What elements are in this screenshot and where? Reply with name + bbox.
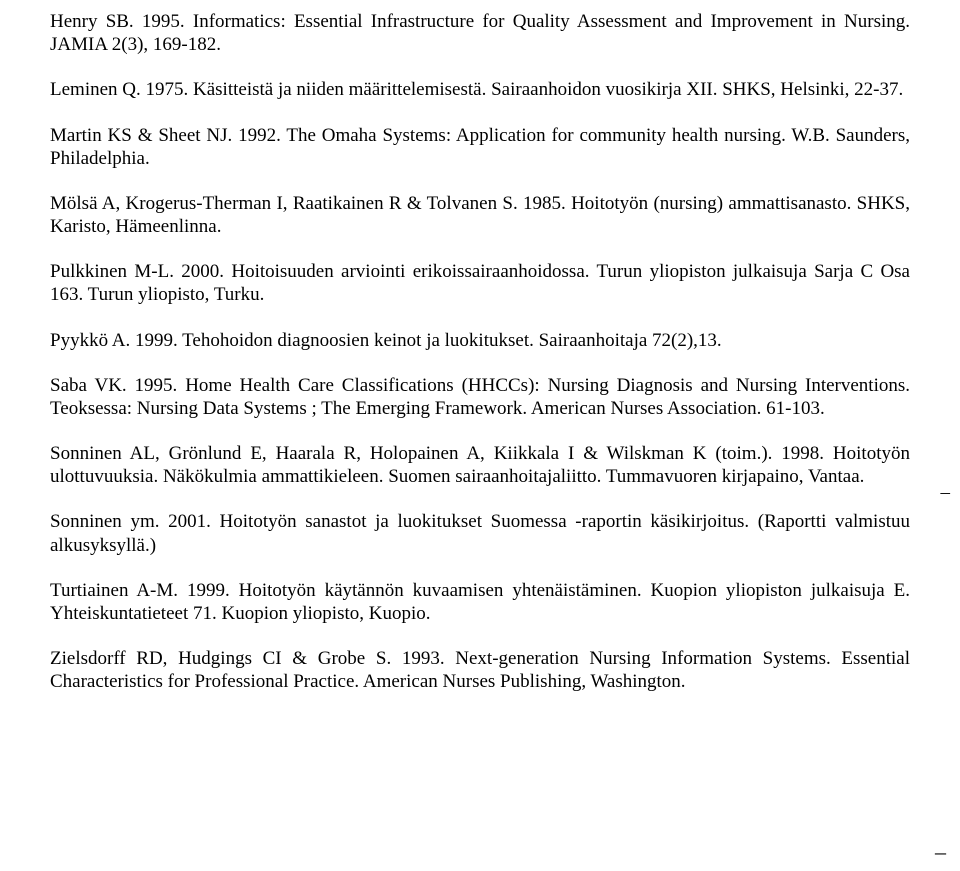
reference-entry: Sonninen ym. 2001. Hoitotyön sanastot ja…	[50, 510, 910, 556]
reference-entry: Mölsä A, Krogerus-Therman I, Raatikainen…	[50, 192, 910, 238]
reference-entry: Leminen Q. 1975. Käsitteistä ja niiden m…	[50, 78, 910, 101]
reference-entry: Zielsdorff RD, Hudgings CI & Grobe S. 19…	[50, 647, 910, 693]
reference-entry: Pyykkö A. 1999. Tehohoidon diagnoosien k…	[50, 329, 910, 352]
reference-entry: Turtiainen A-M. 1999. Hoitotyön käytännö…	[50, 579, 910, 625]
reference-entry: Pulkkinen M-L. 2000. Hoitoisuuden arvioi…	[50, 260, 910, 306]
reference-entry: Martin KS & Sheet NJ. 1992. The Omaha Sy…	[50, 124, 910, 170]
reference-entry: Henry SB. 1995. Informatics: Essential I…	[50, 10, 910, 56]
references-page: Henry SB. 1995. Informatics: Essential I…	[0, 0, 960, 723]
reference-entry: Sonninen AL, Grönlund E, Haarala R, Holo…	[50, 442, 910, 488]
margin-mark-icon: –	[935, 839, 946, 865]
margin-mark-icon: –	[941, 482, 951, 504]
reference-entry: Saba VK. 1995. Home Health Care Classifi…	[50, 374, 910, 420]
